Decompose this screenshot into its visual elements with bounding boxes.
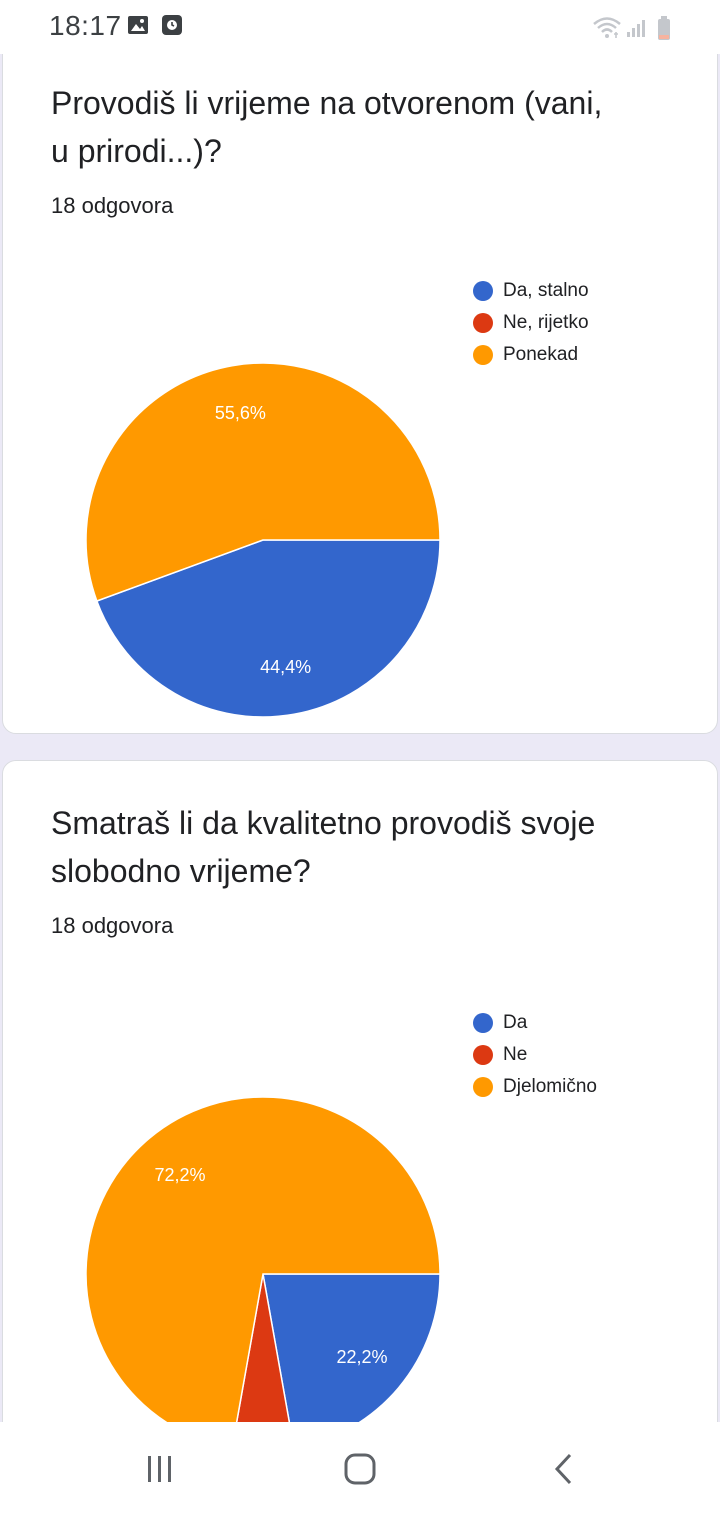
legend-item-ne-rijetko: Ne, rijetko <box>473 307 589 339</box>
battery-icon <box>658 16 670 40</box>
pie-data-label: 44,4% <box>260 657 311 677</box>
pie-data-label: 22,2% <box>337 1347 388 1367</box>
pie-chart: 44,4% 55,6% <box>85 362 441 718</box>
legend-label: Djelomično <box>503 1076 597 1097</box>
pie-slice-da-stalno <box>95 539 441 718</box>
legend-item-ponekad: Ponekad <box>473 339 589 371</box>
pie-data-label: 72,2% <box>154 1165 205 1185</box>
legend-swatch-blue <box>473 281 493 301</box>
legend-swatch-red <box>473 313 493 333</box>
home-icon[interactable] <box>343 1452 377 1486</box>
pie-chart: 22,2% 72,2% <box>85 1096 441 1422</box>
gallery-notification-icon <box>128 16 148 34</box>
legend-item-djelomicno: Djelomično <box>473 1071 597 1103</box>
chart-legend: Da Ne Djelomično <box>473 1007 597 1103</box>
question-title: Provodiš li vrijeme na otvorenom (vani, … <box>51 85 603 169</box>
legend-label: Da <box>503 1012 528 1033</box>
question-card-outdoor-time: Provodiš li vrijeme na otvorenom (vani, … <box>2 54 718 734</box>
legend-swatch-blue <box>473 1013 493 1033</box>
legend-item-ne: Ne <box>473 1039 597 1071</box>
back-icon[interactable] <box>548 1452 582 1486</box>
chart-legend: Da, stalno Ne, rijetko Ponekad <box>473 275 589 371</box>
responses-feed[interactable]: Provodiš li vrijeme na otvorenom (vani, … <box>0 54 720 1422</box>
response-count: 18 odgovora <box>51 913 174 938</box>
legend-label: Da, stalno <box>503 280 589 301</box>
pie-slice-da <box>262 1273 441 1422</box>
question-title: Smatraš li da kvalitetno provodiš svoje … <box>51 805 596 889</box>
app-notification-icon <box>162 15 182 35</box>
response-count: 18 odgovora <box>51 193 174 218</box>
status-time: 18:17 <box>49 10 122 41</box>
pie-data-label: 55,6% <box>215 403 266 423</box>
pie-slice-ne <box>235 1273 291 1422</box>
navigation-bar <box>0 1422 720 1520</box>
legend-item-da: Da <box>473 1007 597 1039</box>
legend-label: Ne, rijetko <box>503 312 589 333</box>
status-bar: 18:17 <box>0 0 720 54</box>
cellular-signal-icon <box>627 20 645 37</box>
legend-swatch-orange <box>473 345 493 365</box>
question-card-free-time-quality: Smatraš li da kvalitetno provodiš svoje … <box>2 760 718 1422</box>
legend-swatch-red <box>473 1045 493 1065</box>
recent-apps-icon[interactable] <box>143 1452 177 1486</box>
wifi-icon <box>593 17 621 38</box>
legend-label: Ponekad <box>503 344 579 365</box>
legend-swatch-orange <box>473 1077 493 1097</box>
legend-item-da-stalno: Da, stalno <box>473 275 589 307</box>
pie-slice-ponekad <box>85 362 441 602</box>
pie-slice-djelomi-no <box>85 1096 441 1422</box>
legend-label: Ne <box>503 1044 528 1065</box>
